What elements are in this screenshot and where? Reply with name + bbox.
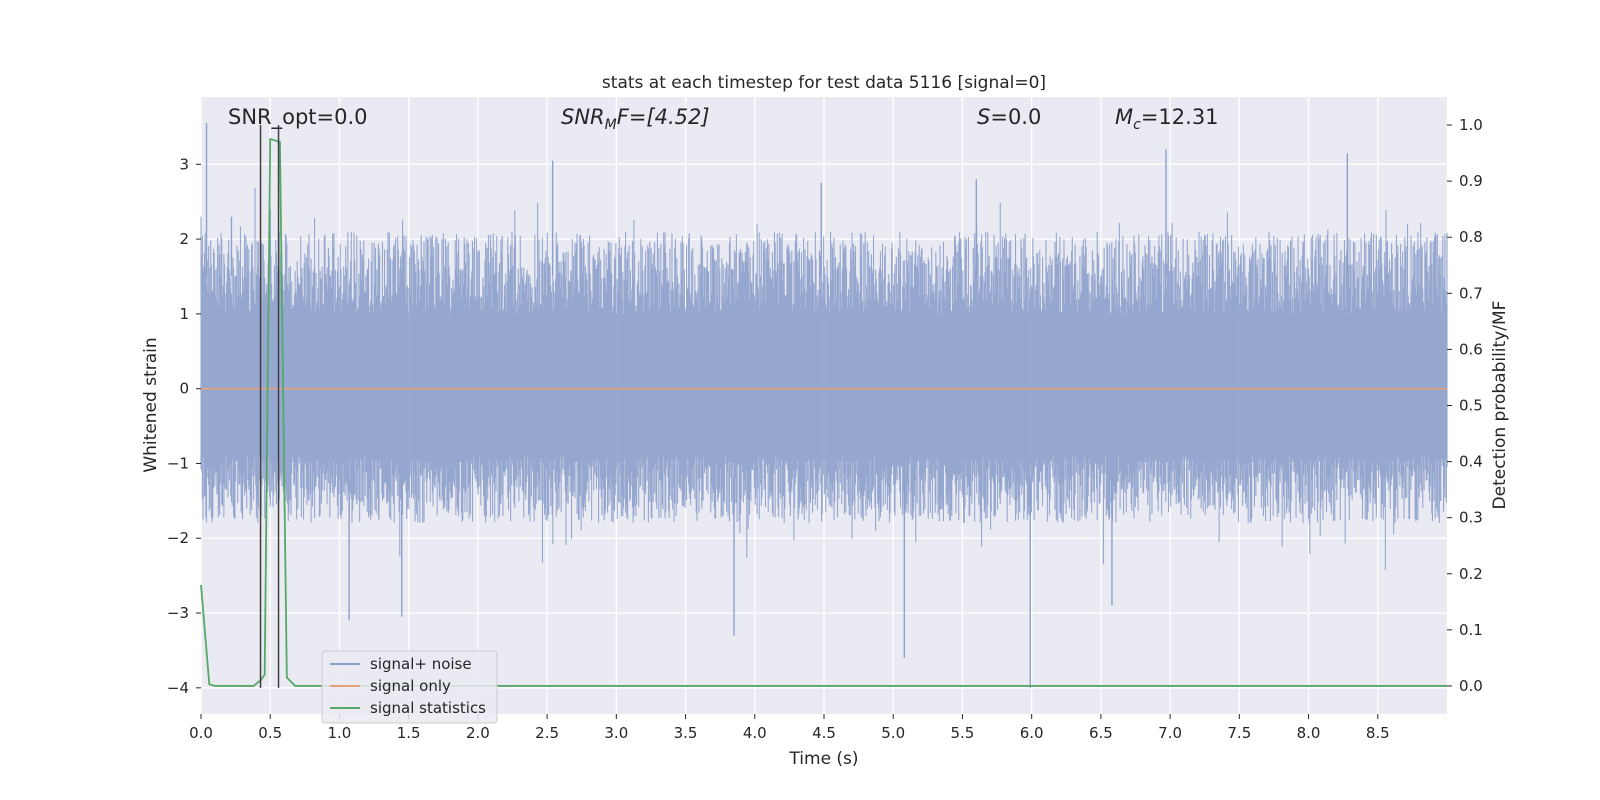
y-right-tick-label-6: 0.4 <box>1459 453 1483 471</box>
snr-mf-subscript: M <box>605 117 617 133</box>
annotation-snr-mf: SNRMF=[4.52] <box>561 105 710 133</box>
y-right-tick-label-7: 0.3 <box>1459 509 1483 527</box>
x-tick-label-14: 7.0 <box>1158 724 1182 742</box>
legend-label-signal-plus-noise: signal+ noise <box>370 655 472 673</box>
y-right-tick-label-10: 0.0 <box>1459 677 1483 695</box>
x-tick-label-3: 1.5 <box>397 724 421 742</box>
x-tick-label-4: 2.0 <box>466 724 490 742</box>
series-signal-plus-noise <box>200 123 1448 688</box>
legend-box <box>321 650 498 724</box>
legend-label-signal-only: signal only <box>370 677 451 695</box>
y-right-tick-label-8: 0.2 <box>1459 565 1483 583</box>
snr-mf-rest: F=[4.52] <box>617 105 710 129</box>
y-right-tick-label-9: 0.1 <box>1459 621 1483 639</box>
s-rest: =0.0 <box>990 105 1041 129</box>
y-left-tick-label-5: −2 <box>167 529 189 547</box>
x-axis-ticks: 0.0 0.5 1.0 1.5 2.0 2.5 3.0 3.5 4.0 4.5 5.0 5.5 6.0 6… <box>189 714 1390 742</box>
y-axis-right-label: Detection probability/MF <box>1490 301 1510 510</box>
y-left-tick-label-3: 0 <box>179 380 189 398</box>
y-right-tick-label-4: 0.6 <box>1459 340 1483 358</box>
x-tick-label-1: 0.5 <box>258 724 282 742</box>
mc-name: M <box>1115 105 1133 129</box>
annotation-mc: Mc=12.31 <box>1115 105 1219 133</box>
x-tick-label-9: 4.5 <box>812 724 836 742</box>
y-right-tick-label-1: 0.9 <box>1459 172 1483 190</box>
vertical-markers <box>259 125 280 688</box>
y-right-tick-label-0: 1.0 <box>1459 116 1483 134</box>
y-left-tick-label-2: 1 <box>179 305 189 323</box>
y-left-tick-label-1: 2 <box>179 230 189 248</box>
mc-rest: =12.31 <box>1141 105 1219 129</box>
x-tick-label-7: 3.5 <box>674 724 698 742</box>
y-right-tick-label-2: 0.8 <box>1459 228 1483 246</box>
x-tick-label-17: 8.5 <box>1366 724 1390 742</box>
line-signal-statistics <box>200 138 1447 687</box>
legend-label-signal-statistics: signal statistics <box>370 699 486 717</box>
x-axis-label: Time (s) <box>788 749 858 769</box>
x-tick-label-8: 4.0 <box>743 724 767 742</box>
x-tick-label-0: 0.0 <box>189 724 213 742</box>
x-tick-label-12: 6.0 <box>1020 724 1044 742</box>
y-left-tick-label-6: −3 <box>167 604 189 622</box>
noise-band <box>200 187 1448 570</box>
x-tick-label-13: 6.5 <box>1089 724 1113 742</box>
mc-subscript: c <box>1133 117 1141 133</box>
snr-mf-name: SNR <box>561 105 605 129</box>
s-name: S <box>977 105 990 129</box>
y-axis-left-ticks: 3 2 1 0 −1 −2 −3 −4 <box>167 155 201 697</box>
annotation-s: S=0.0 <box>977 105 1041 129</box>
x-tick-label-2: 1.0 <box>328 724 352 742</box>
y-axis-right-ticks: 1.0 0.9 0.8 0.7 0.6 0.5 0.4 0.3 0.2 0.1 0.0 <box>1447 116 1483 695</box>
legend: signal+ noise signal only signal statist… <box>321 650 498 724</box>
x-tick-label-15: 7.5 <box>1227 724 1251 742</box>
x-tick-label-11: 5.5 <box>951 724 975 742</box>
x-tick-label-5: 2.5 <box>535 724 559 742</box>
annotation-snr-opt: SNR_opt=0.0 <box>228 105 368 130</box>
y-right-tick-label-3: 0.7 <box>1459 284 1483 302</box>
x-tick-label-16: 8.0 <box>1297 724 1321 742</box>
y-left-tick-label-0: 3 <box>179 155 189 173</box>
noise-peaks <box>205 123 1349 688</box>
x-tick-label-10: 5.0 <box>881 724 905 742</box>
y-left-tick-label-7: −4 <box>167 679 189 697</box>
x-tick-label-6: 3.0 <box>604 724 628 742</box>
chart-title: stats at each timestep for test data 511… <box>602 73 1046 93</box>
y-axis-left-label: Whitened strain <box>141 337 161 472</box>
y-right-tick-label-5: 0.5 <box>1459 397 1483 415</box>
y-left-tick-label-4: −1 <box>167 454 189 472</box>
series-lines <box>200 138 1447 687</box>
